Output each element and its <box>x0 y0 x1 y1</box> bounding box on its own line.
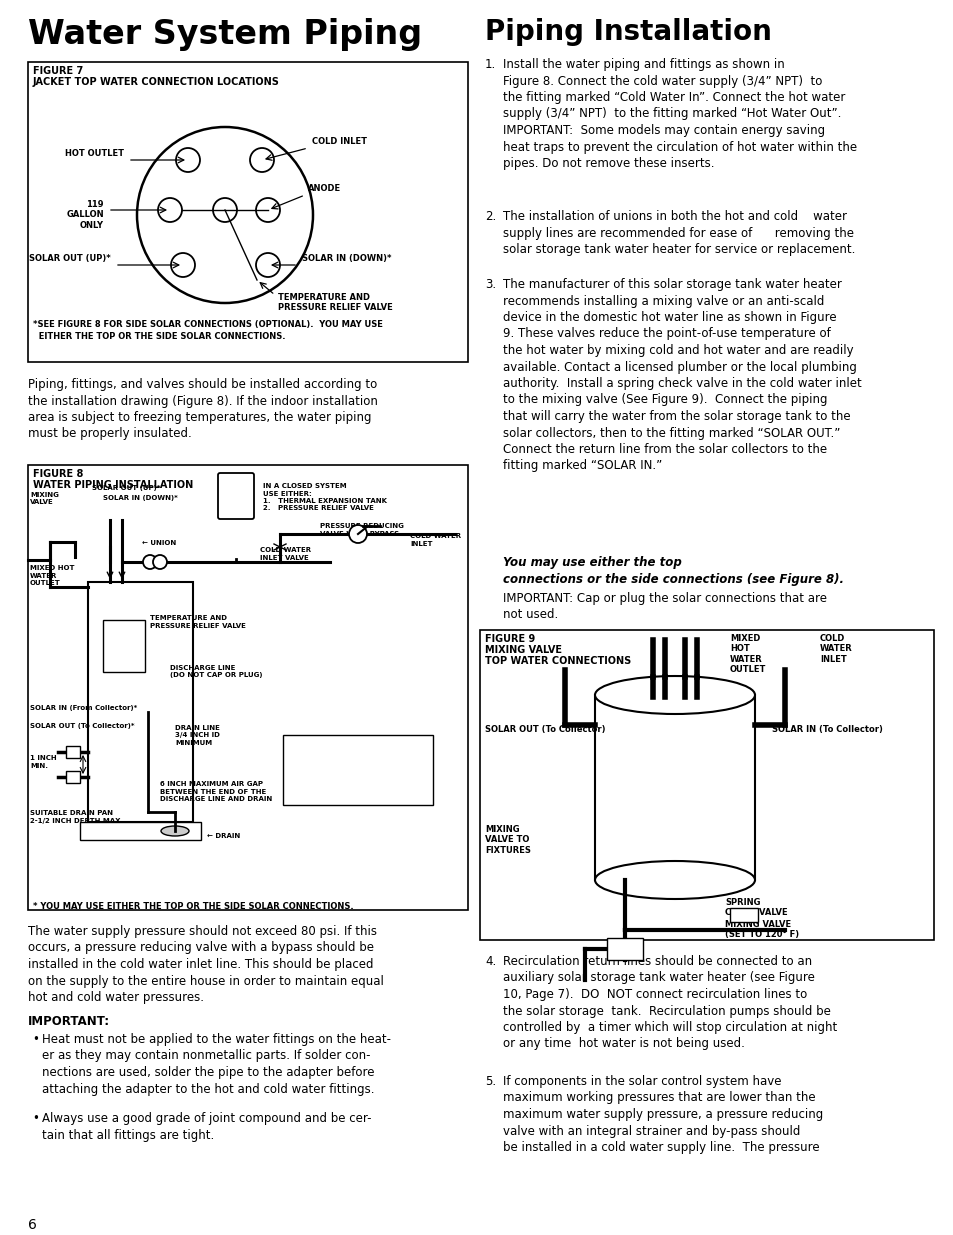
Text: IN A CLOSED SYSTEM
USE EITHER:
1.   THERMAL EXPANSION TANK
2.   PRESSURE RELIEF : IN A CLOSED SYSTEM USE EITHER: 1. THERMA… <box>263 483 387 511</box>
Text: *SEE FIGURE 8 FOR SIDE SOLAR CONNECTIONS (OPTIONAL).  YOU MAY USE
  EITHER THE T: *SEE FIGURE 8 FOR SIDE SOLAR CONNECTIONS… <box>33 320 382 341</box>
Ellipse shape <box>595 861 754 899</box>
Text: Always use a good grade of joint compound and be cer-
tain that all fittings are: Always use a good grade of joint compoun… <box>42 1112 371 1141</box>
Text: COLD INLET: COLD INLET <box>312 137 367 146</box>
Text: 6: 6 <box>28 1218 37 1233</box>
Text: Heat must not be applied to the water fittings on the heat-
er as they may conta: Heat must not be applied to the water fi… <box>42 1032 391 1095</box>
Text: MASSACHUSETTS:
INSTALL  A  VACUUM
RELIEF   IN   COLD
WATER   LINE   PER
SECTION : MASSACHUSETTS: INSTALL A VACUUM RELIEF I… <box>287 740 373 778</box>
Bar <box>66 771 80 783</box>
Text: MIXING
VALVE TO
FIXTURES: MIXING VALVE TO FIXTURES <box>484 825 530 855</box>
Text: You may use either the top
connections or the side connections (see Figure 8).: You may use either the top connections o… <box>502 556 843 585</box>
Text: •: • <box>32 1032 39 1046</box>
Text: HOT OUTLET: HOT OUTLET <box>65 149 124 158</box>
Text: ANODE: ANODE <box>308 184 341 193</box>
Text: FIGURE 9: FIGURE 9 <box>484 634 535 643</box>
Text: SOLAR IN (From Collector)*: SOLAR IN (From Collector)* <box>30 705 137 711</box>
Text: MIXING VALVE: MIXING VALVE <box>484 645 561 655</box>
Text: IMPORTANT: Cap or plug the solar connections that are
not used.: IMPORTANT: Cap or plug the solar connect… <box>502 592 826 621</box>
Text: IMPORTANT:: IMPORTANT: <box>28 1015 110 1028</box>
Text: MIXED HOT
WATER
OUTLET: MIXED HOT WATER OUTLET <box>30 564 74 585</box>
Text: MIXED
HOT
WATER
OUTLET: MIXED HOT WATER OUTLET <box>729 634 765 674</box>
Text: 6 INCH MAXIMUM AIR GAP
BETWEEN THE END OF THE
DISCHARGE LINE AND DRAIN: 6 INCH MAXIMUM AIR GAP BETWEEN THE END O… <box>160 781 272 802</box>
Text: Water System Piping: Water System Piping <box>28 19 421 51</box>
Ellipse shape <box>595 676 754 714</box>
Text: If components in the solar control system have
maximum working pressures that ar: If components in the solar control syste… <box>502 1074 822 1153</box>
Bar <box>66 746 80 758</box>
Text: SOLAR IN (DOWN)*: SOLAR IN (DOWN)* <box>302 254 391 263</box>
Text: 1.: 1. <box>484 58 496 70</box>
Bar <box>103 620 145 672</box>
Bar <box>28 466 468 910</box>
Text: COLD
WATER
INLET: COLD WATER INLET <box>820 634 852 663</box>
Text: MIXING VALVE
(SET TO 120° F): MIXING VALVE (SET TO 120° F) <box>724 920 799 940</box>
Text: JACKET TOP WATER CONNECTION LOCATIONS: JACKET TOP WATER CONNECTION LOCATIONS <box>33 77 279 86</box>
Circle shape <box>143 555 157 569</box>
Text: ← DRAIN: ← DRAIN <box>207 832 240 839</box>
Text: PRESSURE REDUCING
VALVE WITH BYPASS: PRESSURE REDUCING VALVE WITH BYPASS <box>319 522 403 536</box>
Circle shape <box>255 198 280 222</box>
Text: SOLAR OUT (To Collector): SOLAR OUT (To Collector) <box>484 725 605 734</box>
Text: 5.: 5. <box>484 1074 496 1088</box>
Text: •: • <box>32 1112 39 1125</box>
Text: 3.: 3. <box>484 278 496 291</box>
Text: 1 INCH
MIN.: 1 INCH MIN. <box>30 755 56 768</box>
Text: FIGURE 8: FIGURE 8 <box>33 469 83 479</box>
Text: TEMPERATURE AND
PRESSURE RELIEF VALVE: TEMPERATURE AND PRESSURE RELIEF VALVE <box>150 615 246 629</box>
Text: ← UNION: ← UNION <box>142 540 176 546</box>
Circle shape <box>152 555 167 569</box>
Text: SOLAR IN (DOWN)*: SOLAR IN (DOWN)* <box>103 495 177 501</box>
Text: DRAIN LINE
3/4 INCH ID
MINIMUM: DRAIN LINE 3/4 INCH ID MINIMUM <box>174 725 219 746</box>
Circle shape <box>255 253 280 277</box>
Text: The installation of unions in both the hot and cold    water
supply lines are re: The installation of unions in both the h… <box>502 210 855 256</box>
Ellipse shape <box>161 826 189 836</box>
Circle shape <box>137 127 313 303</box>
Text: 4.: 4. <box>484 955 496 968</box>
Bar <box>88 582 193 823</box>
Text: SOLAR OUT (UP)*: SOLAR OUT (UP)* <box>91 485 160 492</box>
Text: Piping, fittings, and valves should be installed according to
the installation d: Piping, fittings, and valves should be i… <box>28 378 377 441</box>
Circle shape <box>349 525 367 543</box>
Bar <box>28 62 468 362</box>
Bar <box>606 939 642 960</box>
Text: SOLAR OUT (To Collector)*: SOLAR OUT (To Collector)* <box>30 722 134 729</box>
Bar <box>479 630 933 940</box>
Circle shape <box>250 148 274 172</box>
Bar <box>283 735 433 805</box>
Text: TEMPERATURE AND
PRESSURE RELIEF VALVE: TEMPERATURE AND PRESSURE RELIEF VALVE <box>277 293 393 312</box>
Bar <box>80 823 201 840</box>
Text: * YOU MAY USE EITHER THE TOP OR THE SIDE SOLAR CONNECTIONS.: * YOU MAY USE EITHER THE TOP OR THE SIDE… <box>33 902 354 911</box>
Circle shape <box>175 148 200 172</box>
Text: FIGURE 7: FIGURE 7 <box>33 65 83 77</box>
Bar <box>729 908 758 923</box>
Text: COLD WATER
INLET VALVE: COLD WATER INLET VALVE <box>260 547 311 561</box>
Text: 119
GALLON
ONLY: 119 GALLON ONLY <box>67 200 104 230</box>
FancyBboxPatch shape <box>218 473 253 519</box>
Text: 2.: 2. <box>484 210 496 224</box>
Text: SUITABLE DRAIN PAN
2-1/2 INCH DEPTH MAX.: SUITABLE DRAIN PAN 2-1/2 INCH DEPTH MAX. <box>30 810 123 824</box>
Text: Recirculation return lines should be connected to an
auxiliary solar storage tan: Recirculation return lines should be con… <box>502 955 837 1051</box>
Circle shape <box>213 198 236 222</box>
Text: SPRING
CHECK VALVE: SPRING CHECK VALVE <box>724 898 787 918</box>
Text: TOP WATER CONNECTIONS: TOP WATER CONNECTIONS <box>484 656 631 666</box>
Circle shape <box>171 253 194 277</box>
Text: The manufacturer of this solar storage tank water heater
recommends installing a: The manufacturer of this solar storage t… <box>502 278 861 473</box>
Text: MIXING
VALVE: MIXING VALVE <box>30 492 59 505</box>
Circle shape <box>158 198 182 222</box>
Text: SOLAR IN (To Collector): SOLAR IN (To Collector) <box>771 725 882 734</box>
Text: SOLAR OUT (UP)*: SOLAR OUT (UP)* <box>30 254 111 263</box>
Text: COLD WATER
INLET: COLD WATER INLET <box>410 534 460 547</box>
Text: DISCHARGE LINE
(DO NOT CAP OR PLUG): DISCHARGE LINE (DO NOT CAP OR PLUG) <box>170 664 262 678</box>
Text: Install the water piping and fittings as shown in
Figure 8. Connect the cold wat: Install the water piping and fittings as… <box>502 58 856 170</box>
Text: WATER PIPING INSTALLATION: WATER PIPING INSTALLATION <box>33 480 193 490</box>
Text: Piping Installation: Piping Installation <box>484 19 771 46</box>
Text: The water supply pressure should not exceed 80 psi. If this
occurs, a pressure r: The water supply pressure should not exc… <box>28 925 383 1004</box>
